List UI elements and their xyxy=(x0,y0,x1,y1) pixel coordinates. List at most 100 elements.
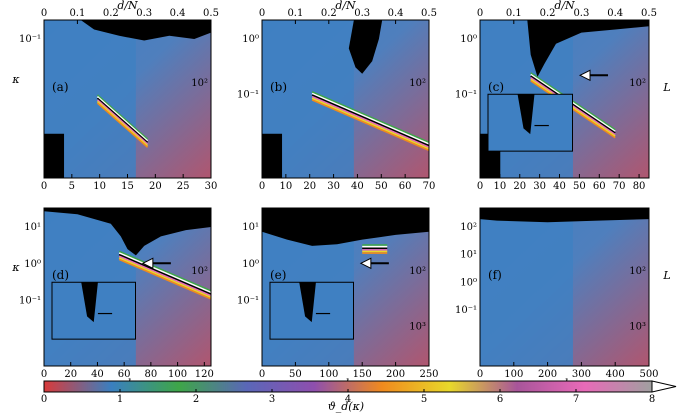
right-tick-label: 10³ xyxy=(629,322,646,333)
bottom-tick-label: 150 xyxy=(353,369,372,380)
top-tick-label: 0.4 xyxy=(170,8,186,19)
bottom-tick-label: 100 xyxy=(168,369,187,380)
black-region xyxy=(44,208,211,256)
black-region xyxy=(527,20,649,77)
panel-b: (b) 0 10 20 30 40 50 60 70 0 0.1 0.2 0.3 0.4 0.5 10⁰ 10⁻… xyxy=(237,0,437,192)
right-tick-label: 10² xyxy=(629,78,646,89)
streak-line xyxy=(311,97,430,150)
colorbar-label: ϑ_d(κ) xyxy=(328,400,364,413)
top-tick-label: 0 xyxy=(477,8,483,19)
streak-line xyxy=(311,94,430,147)
streak-line xyxy=(118,255,212,297)
streak-line xyxy=(96,97,149,144)
colorbar-tick-label: 1 xyxy=(117,394,123,405)
bottom-tick-label: 50 xyxy=(573,181,586,192)
panel-label: (a) xyxy=(52,80,69,94)
right-axis-label: L xyxy=(662,269,670,282)
panel-frame xyxy=(479,207,650,367)
streak-line xyxy=(118,258,212,300)
black-region xyxy=(348,20,383,74)
colorbar-tick-label: 6 xyxy=(497,394,503,405)
bottom-tick-label: 400 xyxy=(606,369,625,380)
top-tick-label: 0.3 xyxy=(573,8,589,19)
colorbar-extend xyxy=(651,380,677,393)
left-tick-label: 10⁰ xyxy=(24,259,41,270)
panel-frame xyxy=(261,19,430,179)
arrow-head xyxy=(359,257,372,270)
right-axis-label: L xyxy=(662,81,670,94)
colorbar-tick-label: 7 xyxy=(573,394,579,405)
left-tick-label: 10¹ xyxy=(460,250,477,261)
colorbar-tick-label: 8 xyxy=(649,394,655,405)
bottom-tick-label: 60 xyxy=(118,369,131,380)
streak-line xyxy=(311,91,430,144)
streak-line xyxy=(96,96,149,142)
colorbar-tick-label: 2 xyxy=(193,394,199,405)
left-tick-label: 10⁰ xyxy=(460,34,477,45)
top-tick-label: 0.3 xyxy=(354,8,370,19)
bottom-tick-label: 40 xyxy=(351,181,364,192)
panel-label: (e) xyxy=(270,268,286,282)
top-tick-label: 0.2 xyxy=(540,8,556,19)
top-tick-label: 0.2 xyxy=(103,8,119,19)
right-tick-label: 10² xyxy=(191,78,208,89)
right-tick-label: 10² xyxy=(191,266,208,277)
colorbar: 0 1 2 3 4 5 6 7 8 xyxy=(41,380,677,405)
left-tick-label: 10² xyxy=(460,222,477,233)
bottom-tick-label: 100 xyxy=(504,369,523,380)
bottom-tick-label: 0 xyxy=(259,181,265,192)
black-corner xyxy=(44,133,65,178)
streak-line xyxy=(96,102,149,148)
bottom-tick-label: 120 xyxy=(195,369,214,380)
bottom-tick-label: 60 xyxy=(593,181,606,192)
top-tick-label: 0.4 xyxy=(607,8,623,19)
bottom-tick-label: 20 xyxy=(64,369,77,380)
streak-line xyxy=(311,95,430,148)
panel-label: (f) xyxy=(488,268,502,282)
arrow-head xyxy=(578,69,591,82)
streak-line xyxy=(118,253,212,295)
black-region xyxy=(480,208,649,223)
bottom-tick-label: 5 xyxy=(69,181,75,192)
bottom-tick-label: 100 xyxy=(319,369,338,380)
top-axis-label: d/N xyxy=(335,0,356,12)
left-tick-label: 10⁻¹ xyxy=(237,296,259,307)
streak-line xyxy=(118,252,212,294)
top-tick-label: 0.4 xyxy=(388,8,404,19)
panel-c: (c) 0 10 20 30 40 50 60 70 80 0 0.1 0.2 0.3 0.4 0.5 10⁰ 1… xyxy=(455,0,671,192)
left-tick-label: 10⁻¹ xyxy=(455,89,477,100)
top-tick-label: 0.3 xyxy=(136,8,152,19)
bottom-tick-label: 0 xyxy=(41,181,47,192)
bottom-tick-label: 10 xyxy=(93,181,106,192)
arrow-head xyxy=(141,257,154,270)
bottom-tick-label: 40 xyxy=(553,181,566,192)
colorbar-tick-label: 0 xyxy=(41,394,47,405)
top-tick-label: 0.5 xyxy=(203,8,219,19)
black-region xyxy=(80,20,211,41)
bottom-tick-label: 500 xyxy=(639,369,658,380)
top-axis-label: d/N xyxy=(117,0,138,12)
bottom-tick-label: 70 xyxy=(423,181,436,192)
bottom-tick-label: 0 xyxy=(477,369,483,380)
bottom-tick-label: 250 xyxy=(419,369,438,380)
left-tick-label: 10¹ xyxy=(242,222,259,233)
panel-frame xyxy=(479,19,650,179)
top-tick-label: 0 xyxy=(259,8,265,19)
bottom-tick-label: 10 xyxy=(494,181,507,192)
streak-line xyxy=(311,92,430,145)
panel-frame xyxy=(43,207,212,367)
top-tick-label: 0.1 xyxy=(287,8,303,19)
top-tick-label: 0.5 xyxy=(641,8,657,19)
bottom-tick-label: 50 xyxy=(289,369,302,380)
left-tick-label: 10⁰ xyxy=(242,259,259,270)
bottom-tick-label: 80 xyxy=(633,181,646,192)
colorbar-tick-label: 5 xyxy=(421,394,427,405)
bottom-tick-label: 30 xyxy=(205,181,218,192)
bottom-tick-label: 25 xyxy=(177,181,190,192)
bottom-tick-label: 70 xyxy=(613,181,626,192)
bottom-tick-label: 60 xyxy=(399,181,412,192)
bottom-tick-label: 200 xyxy=(538,369,557,380)
